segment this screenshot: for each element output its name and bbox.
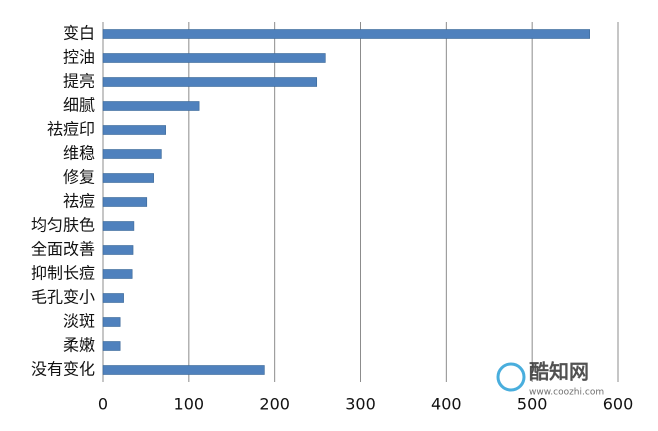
bar [102, 245, 134, 255]
bar [102, 365, 265, 375]
bar [102, 77, 318, 87]
x-tick-label: 600 [603, 395, 634, 414]
y-tick-label: 柔嫩 [63, 336, 95, 355]
y-tick-label: 均匀肤色 [31, 216, 95, 235]
watermark: 酷知网 www.coozhi.com [496, 360, 604, 398]
bar [102, 29, 590, 39]
bar [102, 197, 148, 207]
y-tick-label: 毛孔变小 [31, 288, 95, 307]
y-tick-label: 没有变化 [31, 360, 95, 379]
bar [102, 149, 162, 159]
y-tick-label: 祛痘 [63, 192, 95, 211]
y-tick-label: 修复 [63, 168, 95, 187]
y-tick-label: 提亮 [63, 72, 95, 91]
y-tick-label: 祛痘印 [47, 120, 95, 139]
x-tick-label: 100 [174, 395, 205, 414]
x-tick-label: 200 [259, 395, 290, 414]
bar [102, 173, 154, 183]
x-tick-label: 0 [98, 395, 108, 414]
bar [102, 317, 121, 327]
watermark-name: 酷知网 [529, 360, 589, 384]
bar [102, 125, 166, 135]
y-tick-label: 抑制长痘 [31, 264, 95, 283]
x-tick-label: 300 [345, 395, 376, 414]
bar [102, 293, 124, 303]
watermark-url: www.coozhi.com [529, 388, 604, 398]
y-tick-label: 维稳 [63, 144, 95, 163]
y-tick-label: 细腻 [63, 96, 95, 115]
x-tick-label: 400 [431, 395, 462, 414]
bar [102, 341, 121, 351]
y-tick-label: 控油 [63, 48, 95, 67]
bar [102, 269, 133, 279]
y-tick-label: 淡斑 [63, 312, 95, 331]
y-tick-label: 变白 [63, 24, 95, 43]
bar [102, 53, 326, 63]
y-tick-label: 全面改善 [31, 240, 95, 259]
bar [102, 101, 200, 111]
bar [102, 221, 135, 231]
x-tick-label: 500 [517, 395, 548, 414]
watermark-logo [496, 362, 526, 392]
